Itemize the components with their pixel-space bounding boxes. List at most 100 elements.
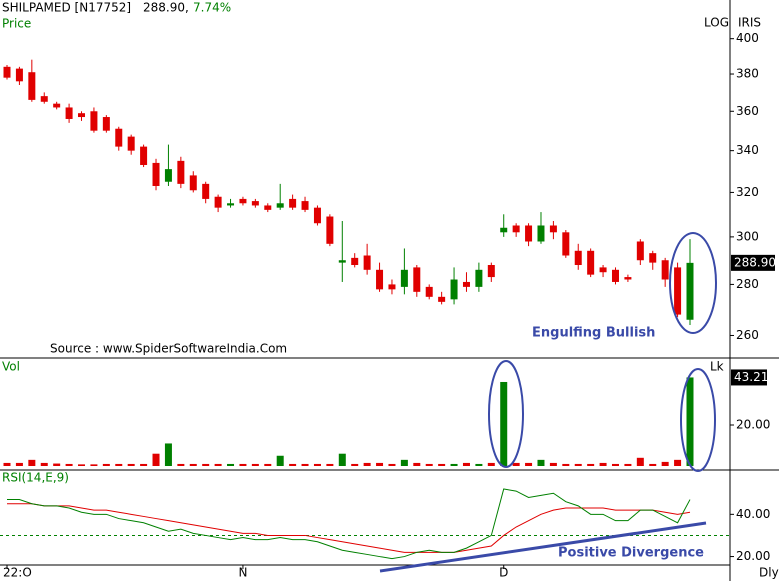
candle-body bbox=[611, 269, 619, 282]
candle-body bbox=[164, 169, 172, 182]
panel-label: Price bbox=[2, 17, 31, 31]
candle-body bbox=[115, 128, 123, 147]
volume-bar bbox=[425, 463, 433, 466]
unit-label: Lk bbox=[710, 360, 724, 374]
volume-bar bbox=[500, 381, 508, 466]
divergence-line bbox=[379, 521, 707, 573]
last-value-label: 43.21 bbox=[734, 370, 768, 384]
candle-body bbox=[400, 269, 408, 287]
candle-body bbox=[90, 111, 98, 131]
y-tick-label: 260 bbox=[736, 328, 759, 342]
candle-body bbox=[376, 269, 384, 290]
volume-bar bbox=[574, 463, 582, 466]
volume-bar bbox=[549, 462, 557, 466]
candle-body bbox=[326, 216, 334, 244]
volume-bar bbox=[462, 462, 470, 466]
y-tick-label: 380 bbox=[736, 67, 759, 81]
log-label: LOG bbox=[704, 16, 729, 30]
y-tick-label: 340 bbox=[736, 143, 759, 157]
volume-bar bbox=[537, 459, 545, 466]
volume-bar bbox=[214, 463, 222, 466]
candle-body bbox=[674, 267, 682, 315]
y-tick-label: 40.00 bbox=[736, 507, 770, 521]
volume-bar bbox=[152, 453, 160, 466]
candle-body bbox=[313, 207, 321, 224]
value-box bbox=[731, 369, 767, 386]
volume-bar bbox=[512, 462, 520, 466]
candle-body bbox=[525, 225, 533, 242]
candle-body bbox=[686, 262, 694, 320]
last-price: 288.90, bbox=[143, 1, 189, 15]
volume-bar bbox=[413, 462, 421, 466]
x-tick-label: N bbox=[238, 566, 247, 580]
volume-bar bbox=[239, 463, 247, 466]
candle-body bbox=[276, 203, 284, 208]
volume-bar bbox=[202, 463, 210, 466]
candle-body bbox=[462, 281, 470, 287]
volume-bar bbox=[140, 463, 148, 466]
candle-body bbox=[301, 201, 309, 210]
highlight bbox=[488, 360, 524, 468]
candle-body bbox=[227, 203, 235, 206]
candle-body bbox=[65, 107, 73, 119]
candle-body bbox=[512, 225, 520, 233]
candle-body bbox=[264, 205, 272, 210]
candle-body bbox=[500, 227, 508, 233]
volume-bar bbox=[438, 463, 446, 466]
candle-body bbox=[475, 269, 483, 287]
y-tick-label: 20.00 bbox=[736, 549, 770, 563]
candle-body bbox=[28, 72, 36, 100]
volume-bar bbox=[102, 463, 110, 466]
volume-bar bbox=[65, 463, 73, 466]
source: Source : www.SpiderSoftwareIndia.Com bbox=[50, 342, 287, 356]
candle-body bbox=[202, 183, 210, 199]
volume-bar bbox=[301, 463, 309, 466]
x-end-label: Dly bbox=[759, 566, 779, 580]
volume-bar bbox=[164, 443, 172, 466]
volume-bar bbox=[400, 459, 408, 466]
candle-body bbox=[338, 260, 346, 263]
candle-body bbox=[487, 265, 495, 278]
volume-bar bbox=[636, 457, 644, 466]
volume-bar bbox=[649, 463, 657, 466]
volume-bar bbox=[475, 463, 483, 466]
candle-body bbox=[562, 232, 570, 256]
candle-body bbox=[413, 267, 421, 292]
volume-bar bbox=[40, 462, 48, 466]
volume-bar bbox=[351, 463, 359, 466]
panel-label: RSI(14,E,9) bbox=[2, 471, 69, 485]
volume-bar bbox=[599, 462, 607, 466]
highlight bbox=[669, 232, 717, 334]
candle-body bbox=[636, 241, 644, 261]
x-tick-label: D bbox=[499, 566, 508, 580]
candle-body bbox=[3, 66, 11, 78]
candle-body bbox=[624, 277, 632, 280]
volume-bar bbox=[177, 463, 185, 466]
candle-body bbox=[102, 117, 110, 131]
volume-bar bbox=[313, 463, 321, 466]
candle-body bbox=[53, 103, 61, 108]
volume-bar bbox=[227, 463, 235, 466]
volume-bar bbox=[28, 459, 36, 466]
volume-bar bbox=[276, 455, 284, 466]
volume-bar bbox=[264, 463, 272, 466]
rsi-line bbox=[7, 488, 691, 560]
volume-bar bbox=[363, 462, 371, 466]
volume-bar bbox=[624, 463, 632, 466]
candle-body bbox=[388, 284, 396, 290]
candle-body bbox=[15, 68, 23, 82]
x-tick-label: 22:O bbox=[3, 566, 32, 580]
volume-bar bbox=[587, 463, 595, 466]
candle-body bbox=[549, 225, 557, 233]
volume-bar bbox=[78, 464, 86, 466]
y-tick-label: 280 bbox=[736, 277, 759, 291]
candle-body bbox=[239, 198, 247, 204]
y-tick-label: 400 bbox=[736, 31, 759, 45]
volume-bar bbox=[686, 377, 694, 466]
candle-body bbox=[177, 160, 185, 184]
candle-body bbox=[214, 196, 222, 208]
candle-body bbox=[40, 96, 48, 102]
change: 7.74% bbox=[193, 1, 231, 15]
candle-body bbox=[363, 255, 371, 270]
volume-bar bbox=[525, 462, 533, 466]
